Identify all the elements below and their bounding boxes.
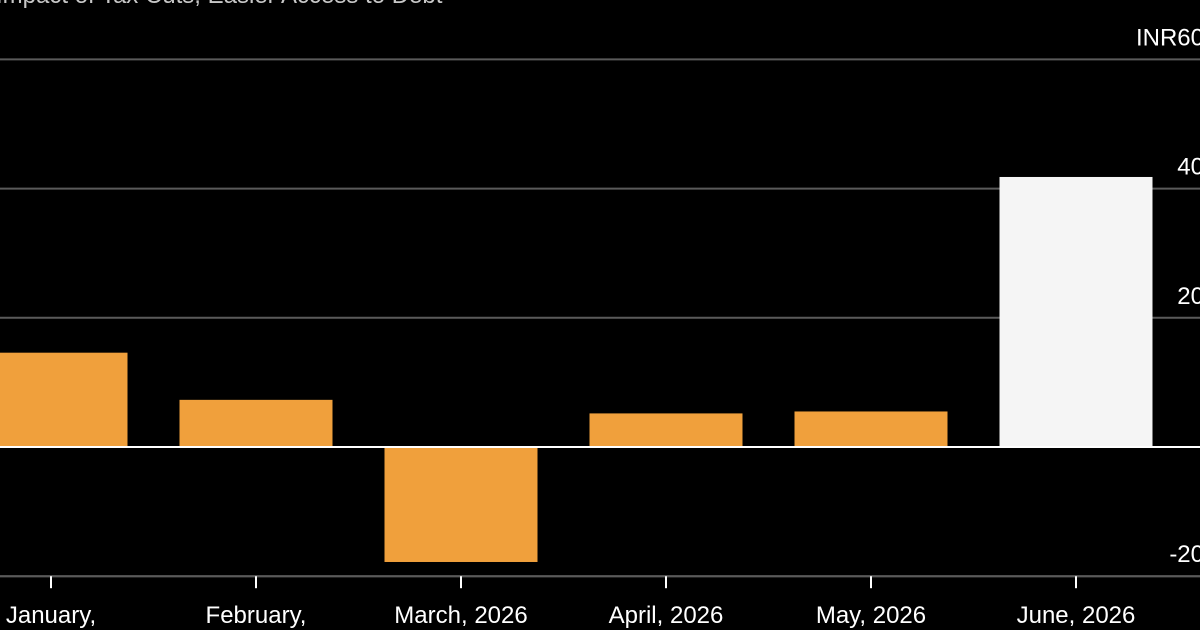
bars — [0, 176, 1153, 562]
bar-6 — [999, 176, 1153, 448]
y-tick-labels: INR60 40 20 -20 — [1136, 24, 1200, 568]
chart-title: Impact of Tax Cuts, Easier Access to Deb… — [0, 0, 442, 10]
bar-3 — [384, 447, 538, 562]
bar-4 — [589, 413, 743, 447]
y-tick-label: 40 — [1177, 154, 1200, 181]
y-tick-label: INR60 — [1136, 24, 1200, 51]
x-tick-label: March, 2026 — [394, 602, 527, 629]
x-tick-label: January, — [6, 602, 96, 629]
x-tick-label: June, 2026 — [1017, 602, 1136, 629]
x-axis — [0, 446, 1200, 589]
x-tick-label: February, — [206, 602, 307, 629]
x-tick-label: May, 2026 — [816, 602, 926, 629]
x-tick-label: April, 2026 — [609, 602, 724, 629]
bar-2 — [179, 399, 333, 447]
x-tick-labels: January, February, March, 2026 April, 2026 M… — [6, 602, 1136, 629]
y-tick-label: -20 — [1169, 541, 1200, 568]
bar-5 — [794, 411, 948, 447]
y-tick-label: 20 — [1177, 283, 1200, 310]
bar-1 — [0, 352, 128, 447]
